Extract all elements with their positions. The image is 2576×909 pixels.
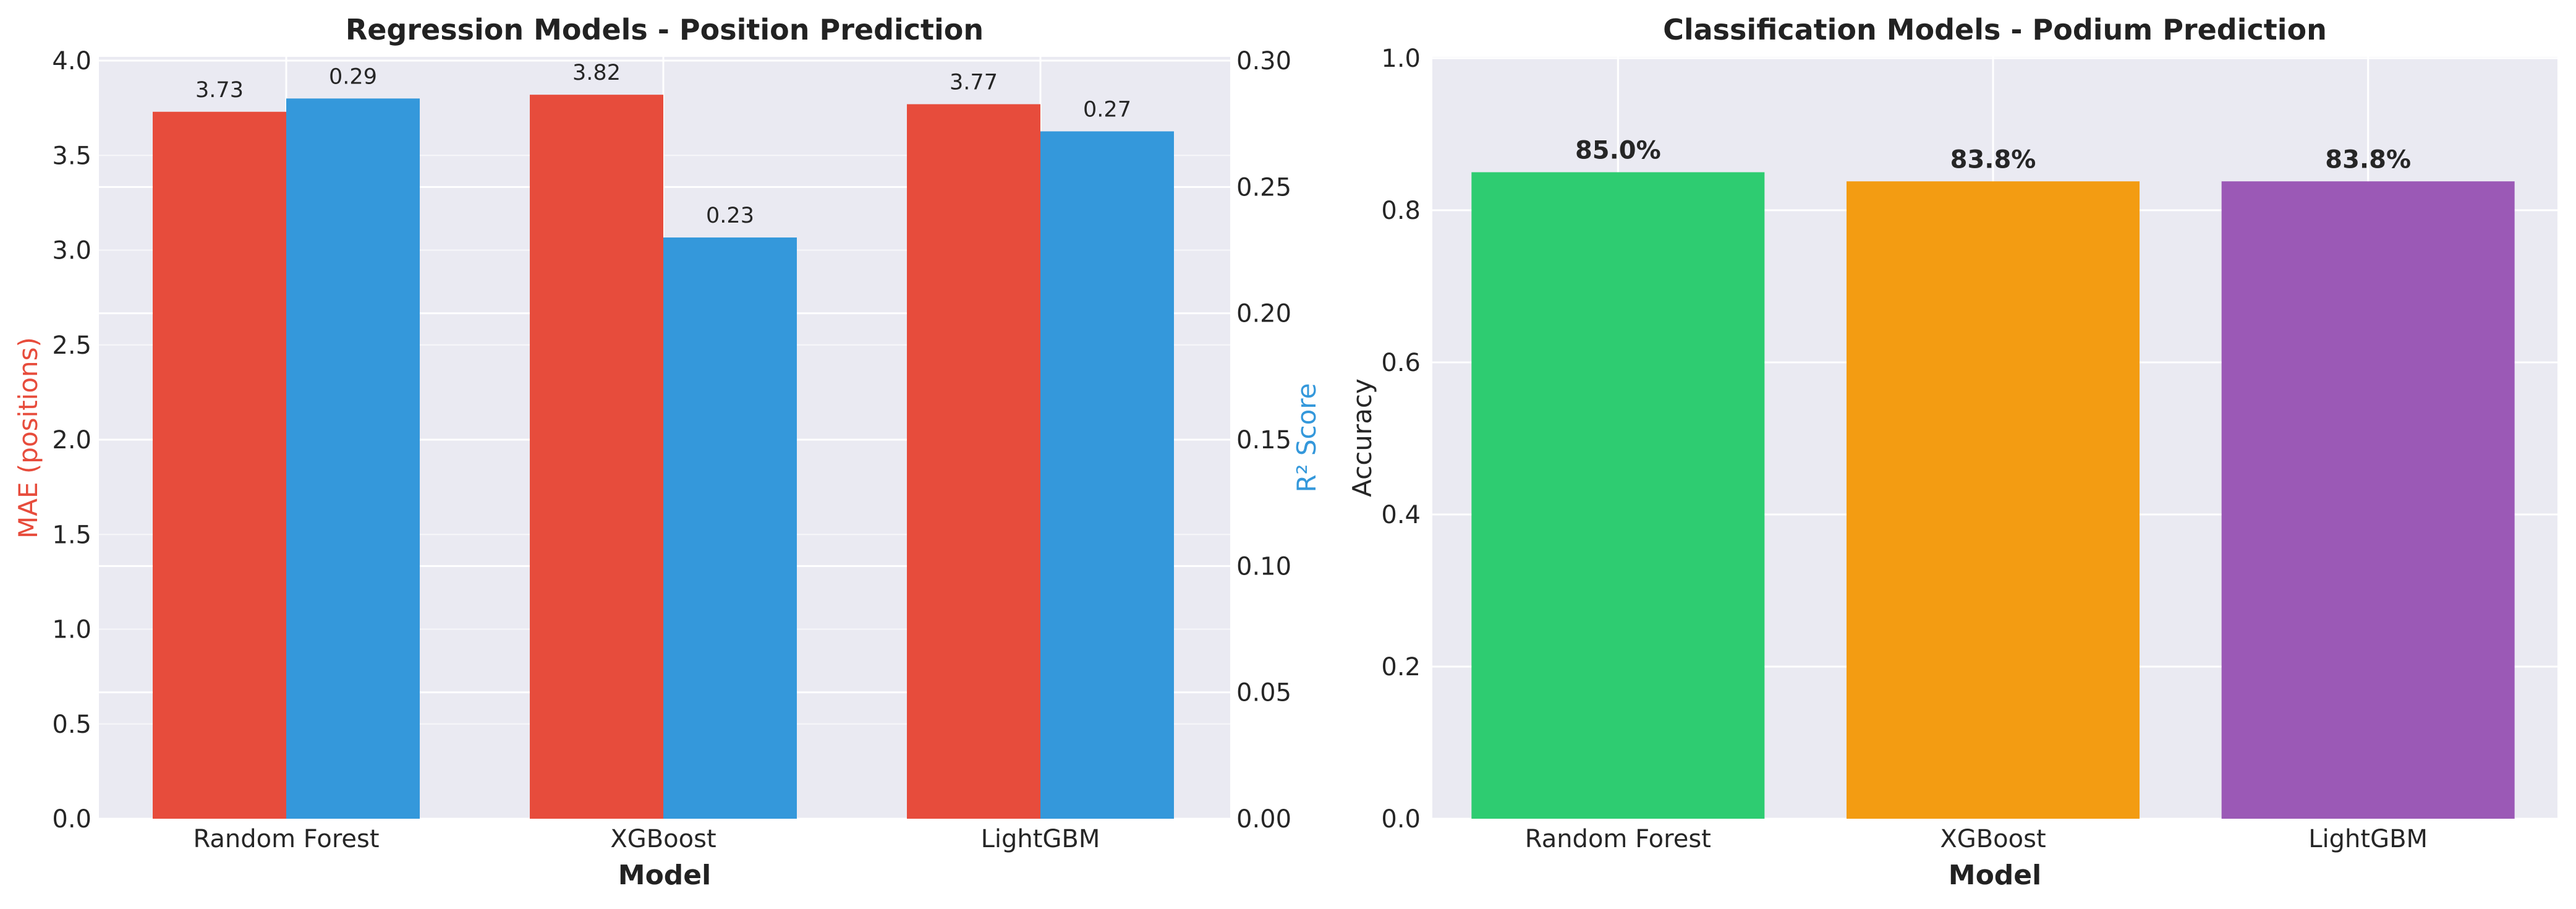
classification-x-tick-label: Random Forest <box>1525 825 1711 853</box>
classification-x-tick-label: XGBoost <box>1940 825 2046 853</box>
classification-y-axis-label: Accuracy <box>1347 378 1377 497</box>
regression-value-label: 0.23 <box>706 203 754 228</box>
regression-left-tick-label: 1.0 <box>52 616 91 644</box>
regression-value-label: 0.29 <box>329 64 377 89</box>
regression-chart: 3.73 3.82 3.77 0.29 0.23 0.27 0.0 0.5 1.0 1.5 2.0… <box>13 13 1322 891</box>
regression-value-label: 0.27 <box>1083 97 1131 122</box>
regression-right-ticks: 0.00 0.05 0.10 0.15 0.20 0.25 0.30 <box>1236 47 1291 834</box>
classification-bar-xgboost <box>1847 181 2140 819</box>
regression-chart-title: Regression Models - Position Prediction <box>346 13 984 46</box>
regression-bar-r-score-xgboost <box>663 237 797 819</box>
regression-x-axis-label: Model <box>618 860 711 891</box>
classification-chart: 85.0% 83.8% 83.8% 0.0 0.2 0.4 0.6 0.8 1.0 Rando… <box>1347 13 2557 891</box>
regression-bar-r-score-lightgbm <box>1040 131 1174 819</box>
classification-x-ticks: Random Forest XGBoost LightGBM <box>1525 825 2428 853</box>
regression-right-tick-label: 0.05 <box>1236 679 1291 707</box>
regression-left-tick-label: 3.0 <box>52 237 91 265</box>
regression-left-tick-label: 3.5 <box>52 142 91 170</box>
regression-x-tick-label: LightGBM <box>981 825 1100 853</box>
regression-right-tick-label: 0.25 <box>1236 173 1291 202</box>
regression-left-tick-label: 2.0 <box>52 426 91 454</box>
regression-bar-mae-positions-lightgbm <box>907 104 1040 819</box>
regression-left-ticks: 0.0 0.5 1.0 1.5 2.0 2.5 3.0 3.5 4.0 <box>52 47 91 834</box>
regression-bar-r-score-random-forest <box>286 98 420 819</box>
regression-right-tick-label: 0.20 <box>1236 300 1291 328</box>
classification-chart-title: Classification Models - Podium Predictio… <box>1663 13 2327 46</box>
classification-y-ticks: 0.0 0.2 0.4 0.6 0.8 1.0 <box>1381 45 1421 834</box>
regression-right-tick-label: 0.30 <box>1236 47 1291 75</box>
classification-bar-lightgbm <box>2221 181 2515 819</box>
classification-bars <box>1471 172 2515 819</box>
regression-x-tick-label: XGBoost <box>610 825 716 853</box>
regression-left-tick-label: 4.0 <box>52 47 91 75</box>
classification-y-tick-label: 0.6 <box>1381 349 1421 377</box>
classification-y-tick-label: 0.4 <box>1381 501 1421 529</box>
classification-value-label: 83.8% <box>1950 145 2036 174</box>
classification-value-label: 85.0% <box>1575 137 1661 165</box>
regression-bar-mae-positions-xgboost <box>530 95 663 819</box>
classification-x-tick-label: LightGBM <box>2308 825 2428 853</box>
regression-value-label: 3.73 <box>195 78 244 103</box>
regression-right-tick-label: 0.15 <box>1236 426 1291 454</box>
regression-right-tick-label: 0.00 <box>1236 805 1291 834</box>
regression-left-tick-label: 0.0 <box>52 805 91 834</box>
regression-left-axis-label: MAE (positions) <box>13 337 43 539</box>
classification-bar-random-forest <box>1471 172 1765 819</box>
classification-y-tick-label: 1.0 <box>1381 45 1421 73</box>
classification-value-labels: 85.0% 83.8% 83.8% <box>1575 137 2411 174</box>
regression-left-tick-label: 0.5 <box>52 711 91 739</box>
regression-value-label: 3.82 <box>572 61 621 85</box>
classification-y-tick-label: 0.0 <box>1381 805 1421 834</box>
regression-x-tick-label: Random Forest <box>193 825 379 853</box>
regression-value-label: 3.77 <box>950 70 998 95</box>
classification-y-tick-label: 0.8 <box>1381 197 1421 225</box>
regression-left-tick-label: 1.5 <box>52 521 91 549</box>
regression-x-ticks: Random Forest XGBoost LightGBM <box>193 825 1100 853</box>
regression-right-axis-label: R² Score <box>1291 383 1322 492</box>
regression-bars <box>153 95 1174 819</box>
regression-value-labels: 3.73 3.82 3.77 0.29 0.23 0.27 <box>195 61 1131 228</box>
regression-right-tick-label: 0.10 <box>1236 552 1291 581</box>
regression-left-tick-label: 2.5 <box>52 331 91 360</box>
regression-bar-mae-positions-random-forest <box>153 111 286 819</box>
classification-y-tick-label: 0.2 <box>1381 653 1421 681</box>
classification-value-label: 83.8% <box>2325 145 2411 174</box>
classification-x-axis-label: Model <box>1949 860 2041 891</box>
